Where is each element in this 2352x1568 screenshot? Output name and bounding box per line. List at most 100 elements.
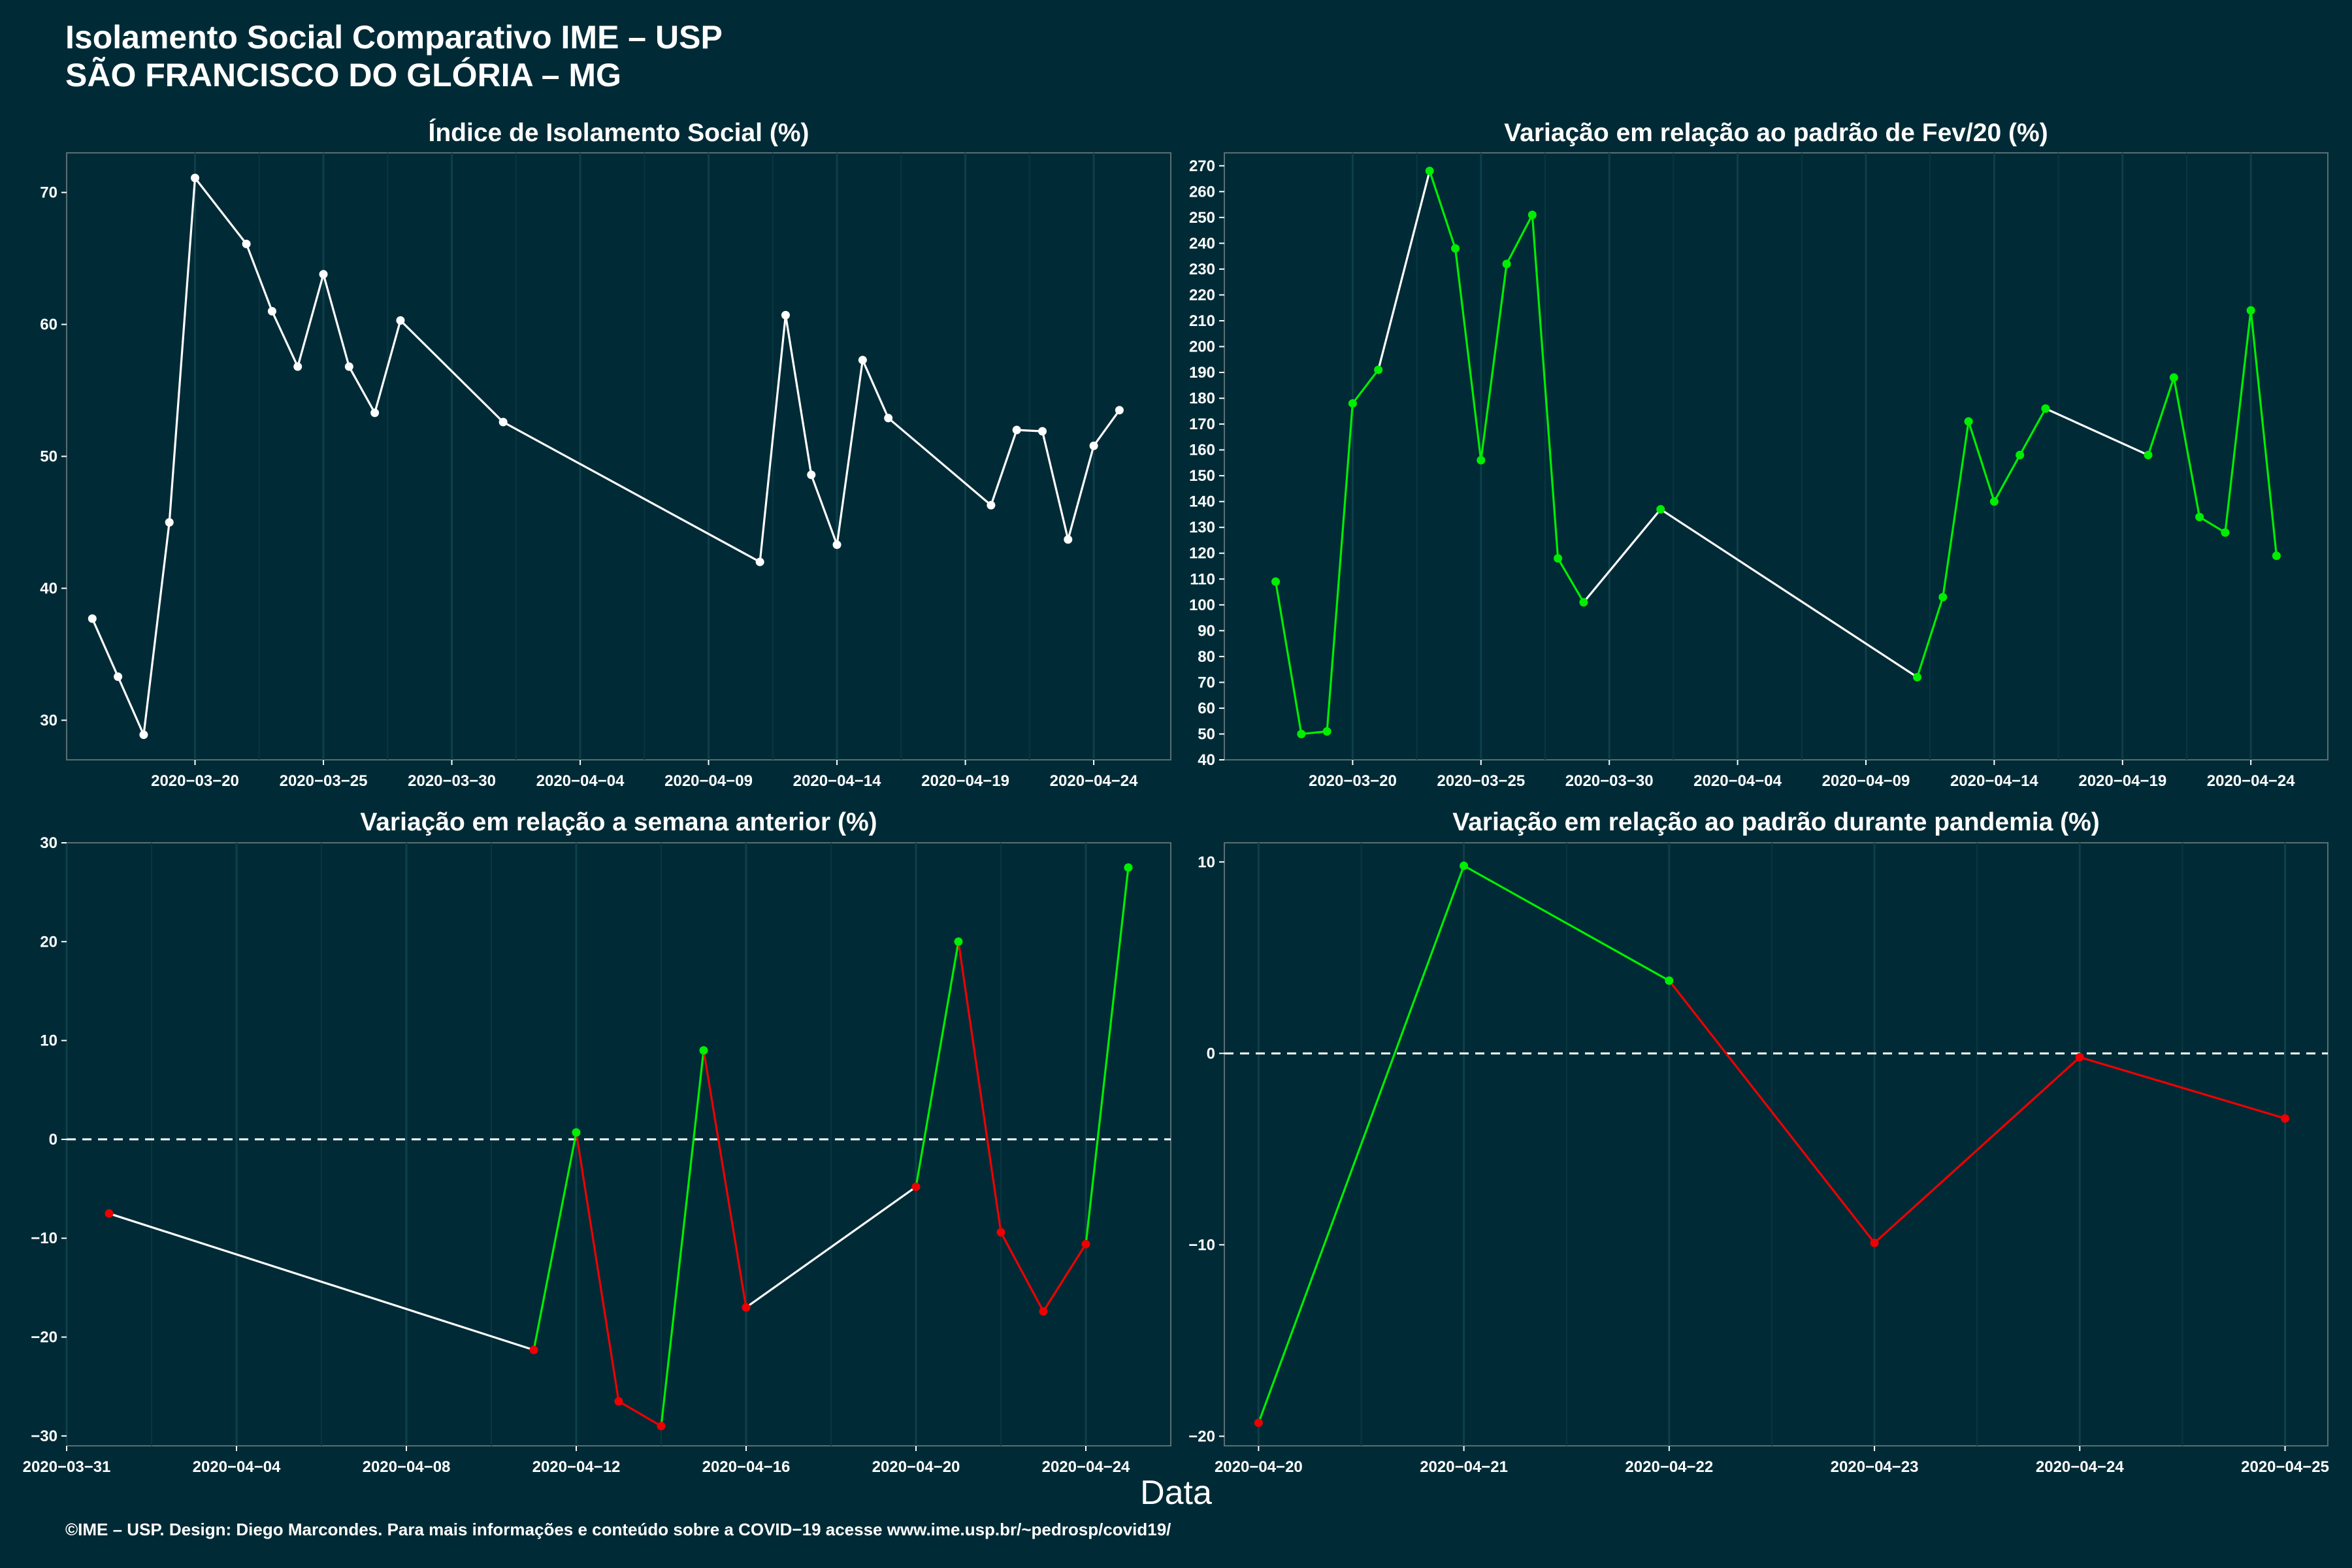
y-tick-label: −30 [31,1428,57,1445]
data-point [1913,672,1922,681]
y-tick-label: 70 [1198,674,1215,691]
data-point [614,1397,623,1406]
series-segment [399,319,504,423]
data-point [572,1128,581,1137]
y-tick-label: 180 [1189,390,1215,408]
chart-panel-1: Índice de Isolamento Social (%) 2020−03−2… [40,118,1171,790]
data-point [344,362,353,371]
y-tick-label: 230 [1189,261,1215,278]
series-points [105,863,1133,1431]
data-point [370,408,380,417]
x-tick-label: 2020−04−08 [363,1458,451,1476]
x-tick-label: 2020−04−12 [532,1458,621,1476]
data-point [1656,505,1665,514]
y-tick-label: 200 [1189,338,1215,355]
chart-panel-2: Variação em relação ao padrão de Fev/20 … [1189,119,2328,790]
data-point [139,730,148,740]
series-points [88,173,1124,740]
grid-lines [1351,153,2252,760]
y-tick-label: 70 [40,184,57,202]
series-segment [810,474,838,546]
data-point [2016,451,2025,460]
data-point [1254,1418,1263,1428]
y-tick-label: 190 [1189,364,1215,382]
series-segment [1041,430,1070,541]
series-segment [1659,508,1919,679]
data-point [165,517,174,527]
data-point [2272,551,2281,561]
y-tick-label: 110 [1190,570,1215,588]
series-segment [1916,596,1944,679]
x-tick-label: 2020−04−19 [921,772,1009,790]
series-segment [617,1400,662,1428]
chart-panel-4: Variação em relação ao padrão durante pa… [1188,808,2329,1476]
y-tick-label: 10 [1198,853,1215,871]
data-point [1012,425,1021,434]
data-point [319,270,328,279]
data-point [2281,1114,2290,1123]
series-segment [1505,214,1533,265]
data-point [1271,577,1281,586]
y-axis-ticks: −30 −20 −10 0 10 20 30 [31,834,67,1445]
y-tick-label: −20 [1188,1428,1215,1445]
panel-title: Variação em relação ao padrão de Fev/20 … [1504,119,2048,147]
data-point [699,1046,708,1055]
panel-title: Variação em relação ao padrão durante pa… [1452,808,2100,836]
series-segment [1042,1243,1087,1313]
x-tick-label: 2020−04−19 [2078,772,2166,790]
x-axis-label: Data [1140,1474,1212,1512]
data-point [742,1303,751,1312]
data-point [105,1209,114,1218]
series-segment [1067,444,1095,541]
data-point [884,414,893,423]
y-tick-label: 40 [40,580,57,597]
panel-border [66,842,1171,1446]
x-tick-label: 2020−03−25 [1437,772,1525,790]
series-segment [270,310,299,368]
y-tick-label: −10 [1188,1236,1215,1254]
y-tick-label: 30 [40,711,57,729]
series-segment [142,521,171,736]
y-tick-label: 80 [1198,648,1215,666]
data-point [1665,976,1674,985]
title-line-2: SÃO FRANCISCO DO GLÓRIA – MG [65,57,621,93]
data-point [1554,554,1563,563]
data-point [1115,406,1124,415]
panel-title: Variação em relação a semana anterior (%… [360,808,877,836]
data-point [1425,167,1434,176]
data-point [1089,441,1098,450]
series-points [1271,167,2281,738]
data-point [1322,727,1331,736]
x-tick-label: 2020−04−09 [664,772,753,790]
data-point [996,1228,1005,1237]
x-tick-label: 2020−04−21 [1420,1458,1508,1476]
data-point [1579,598,1588,607]
series-segment [117,676,145,736]
data-point [832,540,841,549]
panel-border [1224,152,2328,760]
series-segment [348,365,376,414]
data-point [1870,1238,1879,1247]
series-segment [2019,407,2047,457]
series-segment [322,273,350,368]
data-point [293,362,302,371]
series-segment [1993,453,2021,503]
x-tick-label: 2020−03−30 [408,772,496,790]
chart-panel-3: Variação em relação a semana anterior (%… [23,808,1171,1476]
data-point [1081,1239,1090,1249]
data-point [396,316,405,325]
series-segment [1531,214,1560,560]
y-tick-label: 270 [1189,157,1215,175]
x-tick-label: 2020−04−20 [1215,1458,1303,1476]
data-point [2195,512,2204,521]
footer-credit: ©IME – USP. Design: Diego Marcondes. Par… [65,1520,1171,1539]
y-tick-label: 30 [40,834,57,852]
data-point [657,1422,666,1431]
data-point [1989,497,1999,506]
y-tick-label: 90 [1198,622,1215,640]
grid-lines [1257,843,2287,1446]
x-tick-label: 2020−03−30 [1565,772,1654,790]
data-point [2075,1053,2084,1062]
x-tick-label: 2020−04−24 [2207,772,2295,790]
